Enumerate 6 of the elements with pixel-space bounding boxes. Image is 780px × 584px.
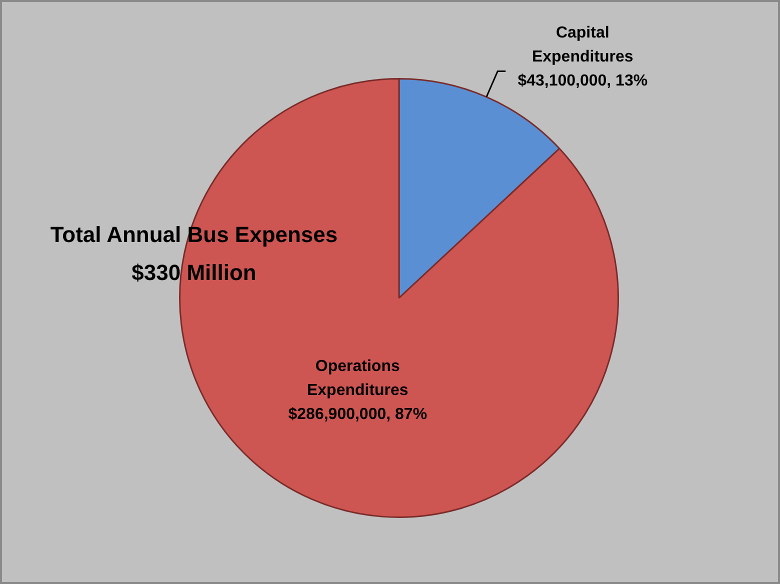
data-label: $43,100,000, 13% <box>518 72 648 90</box>
text: Total Annual Bus Expenses <box>49 221 339 249</box>
slice-label: Operations Expenditures <box>306 358 408 399</box>
text: $330 Million <box>130 259 258 287</box>
slice-label: Capital Expenditures <box>532 24 634 66</box>
data-label: $286,900,000, 87% <box>288 406 428 423</box>
